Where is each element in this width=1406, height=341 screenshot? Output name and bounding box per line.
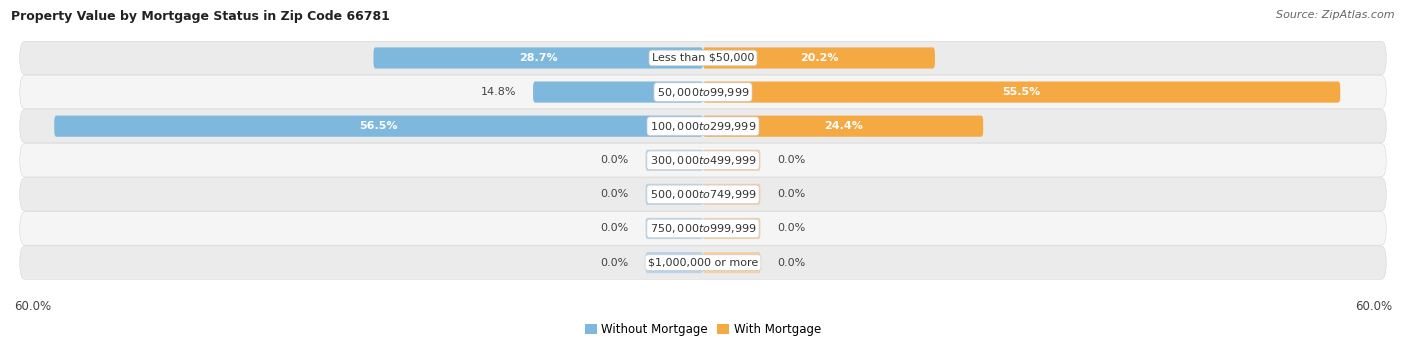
Text: 0.0%: 0.0% [778, 257, 806, 268]
FancyBboxPatch shape [20, 41, 1386, 75]
Text: 0.0%: 0.0% [600, 189, 628, 199]
FancyBboxPatch shape [374, 47, 703, 69]
Text: 0.0%: 0.0% [778, 189, 806, 199]
Text: 20.2%: 20.2% [800, 53, 838, 63]
Text: $50,000 to $99,999: $50,000 to $99,999 [657, 86, 749, 99]
FancyBboxPatch shape [703, 116, 983, 137]
FancyBboxPatch shape [533, 81, 703, 103]
Text: 56.5%: 56.5% [360, 121, 398, 131]
Legend: Without Mortgage, With Mortgage: Without Mortgage, With Mortgage [581, 318, 825, 341]
FancyBboxPatch shape [703, 252, 761, 273]
Text: 55.5%: 55.5% [1002, 87, 1040, 97]
Text: 28.7%: 28.7% [519, 53, 558, 63]
FancyBboxPatch shape [703, 81, 1340, 103]
Text: 0.0%: 0.0% [778, 223, 806, 234]
Text: 0.0%: 0.0% [600, 257, 628, 268]
FancyBboxPatch shape [703, 184, 761, 205]
FancyBboxPatch shape [20, 109, 1386, 143]
FancyBboxPatch shape [20, 212, 1386, 245]
Text: 24.4%: 24.4% [824, 121, 862, 131]
Text: $100,000 to $299,999: $100,000 to $299,999 [650, 120, 756, 133]
FancyBboxPatch shape [20, 246, 1386, 279]
FancyBboxPatch shape [703, 150, 761, 171]
FancyBboxPatch shape [645, 252, 703, 273]
Text: $1,000,000 or more: $1,000,000 or more [648, 257, 758, 268]
Text: $500,000 to $749,999: $500,000 to $749,999 [650, 188, 756, 201]
FancyBboxPatch shape [703, 47, 935, 69]
FancyBboxPatch shape [20, 75, 1386, 109]
Text: 14.8%: 14.8% [481, 87, 516, 97]
Text: 0.0%: 0.0% [778, 155, 806, 165]
FancyBboxPatch shape [20, 178, 1386, 211]
FancyBboxPatch shape [55, 116, 703, 137]
Text: $750,000 to $999,999: $750,000 to $999,999 [650, 222, 756, 235]
Text: 0.0%: 0.0% [600, 223, 628, 234]
Text: 60.0%: 60.0% [14, 300, 51, 313]
FancyBboxPatch shape [645, 184, 703, 205]
Text: $300,000 to $499,999: $300,000 to $499,999 [650, 154, 756, 167]
FancyBboxPatch shape [645, 218, 703, 239]
FancyBboxPatch shape [645, 150, 703, 171]
Text: Source: ZipAtlas.com: Source: ZipAtlas.com [1277, 10, 1395, 20]
FancyBboxPatch shape [20, 144, 1386, 177]
Text: 0.0%: 0.0% [600, 155, 628, 165]
Text: Less than $50,000: Less than $50,000 [652, 53, 754, 63]
Text: 60.0%: 60.0% [1355, 300, 1392, 313]
FancyBboxPatch shape [703, 218, 761, 239]
Text: Property Value by Mortgage Status in Zip Code 66781: Property Value by Mortgage Status in Zip… [11, 10, 389, 23]
